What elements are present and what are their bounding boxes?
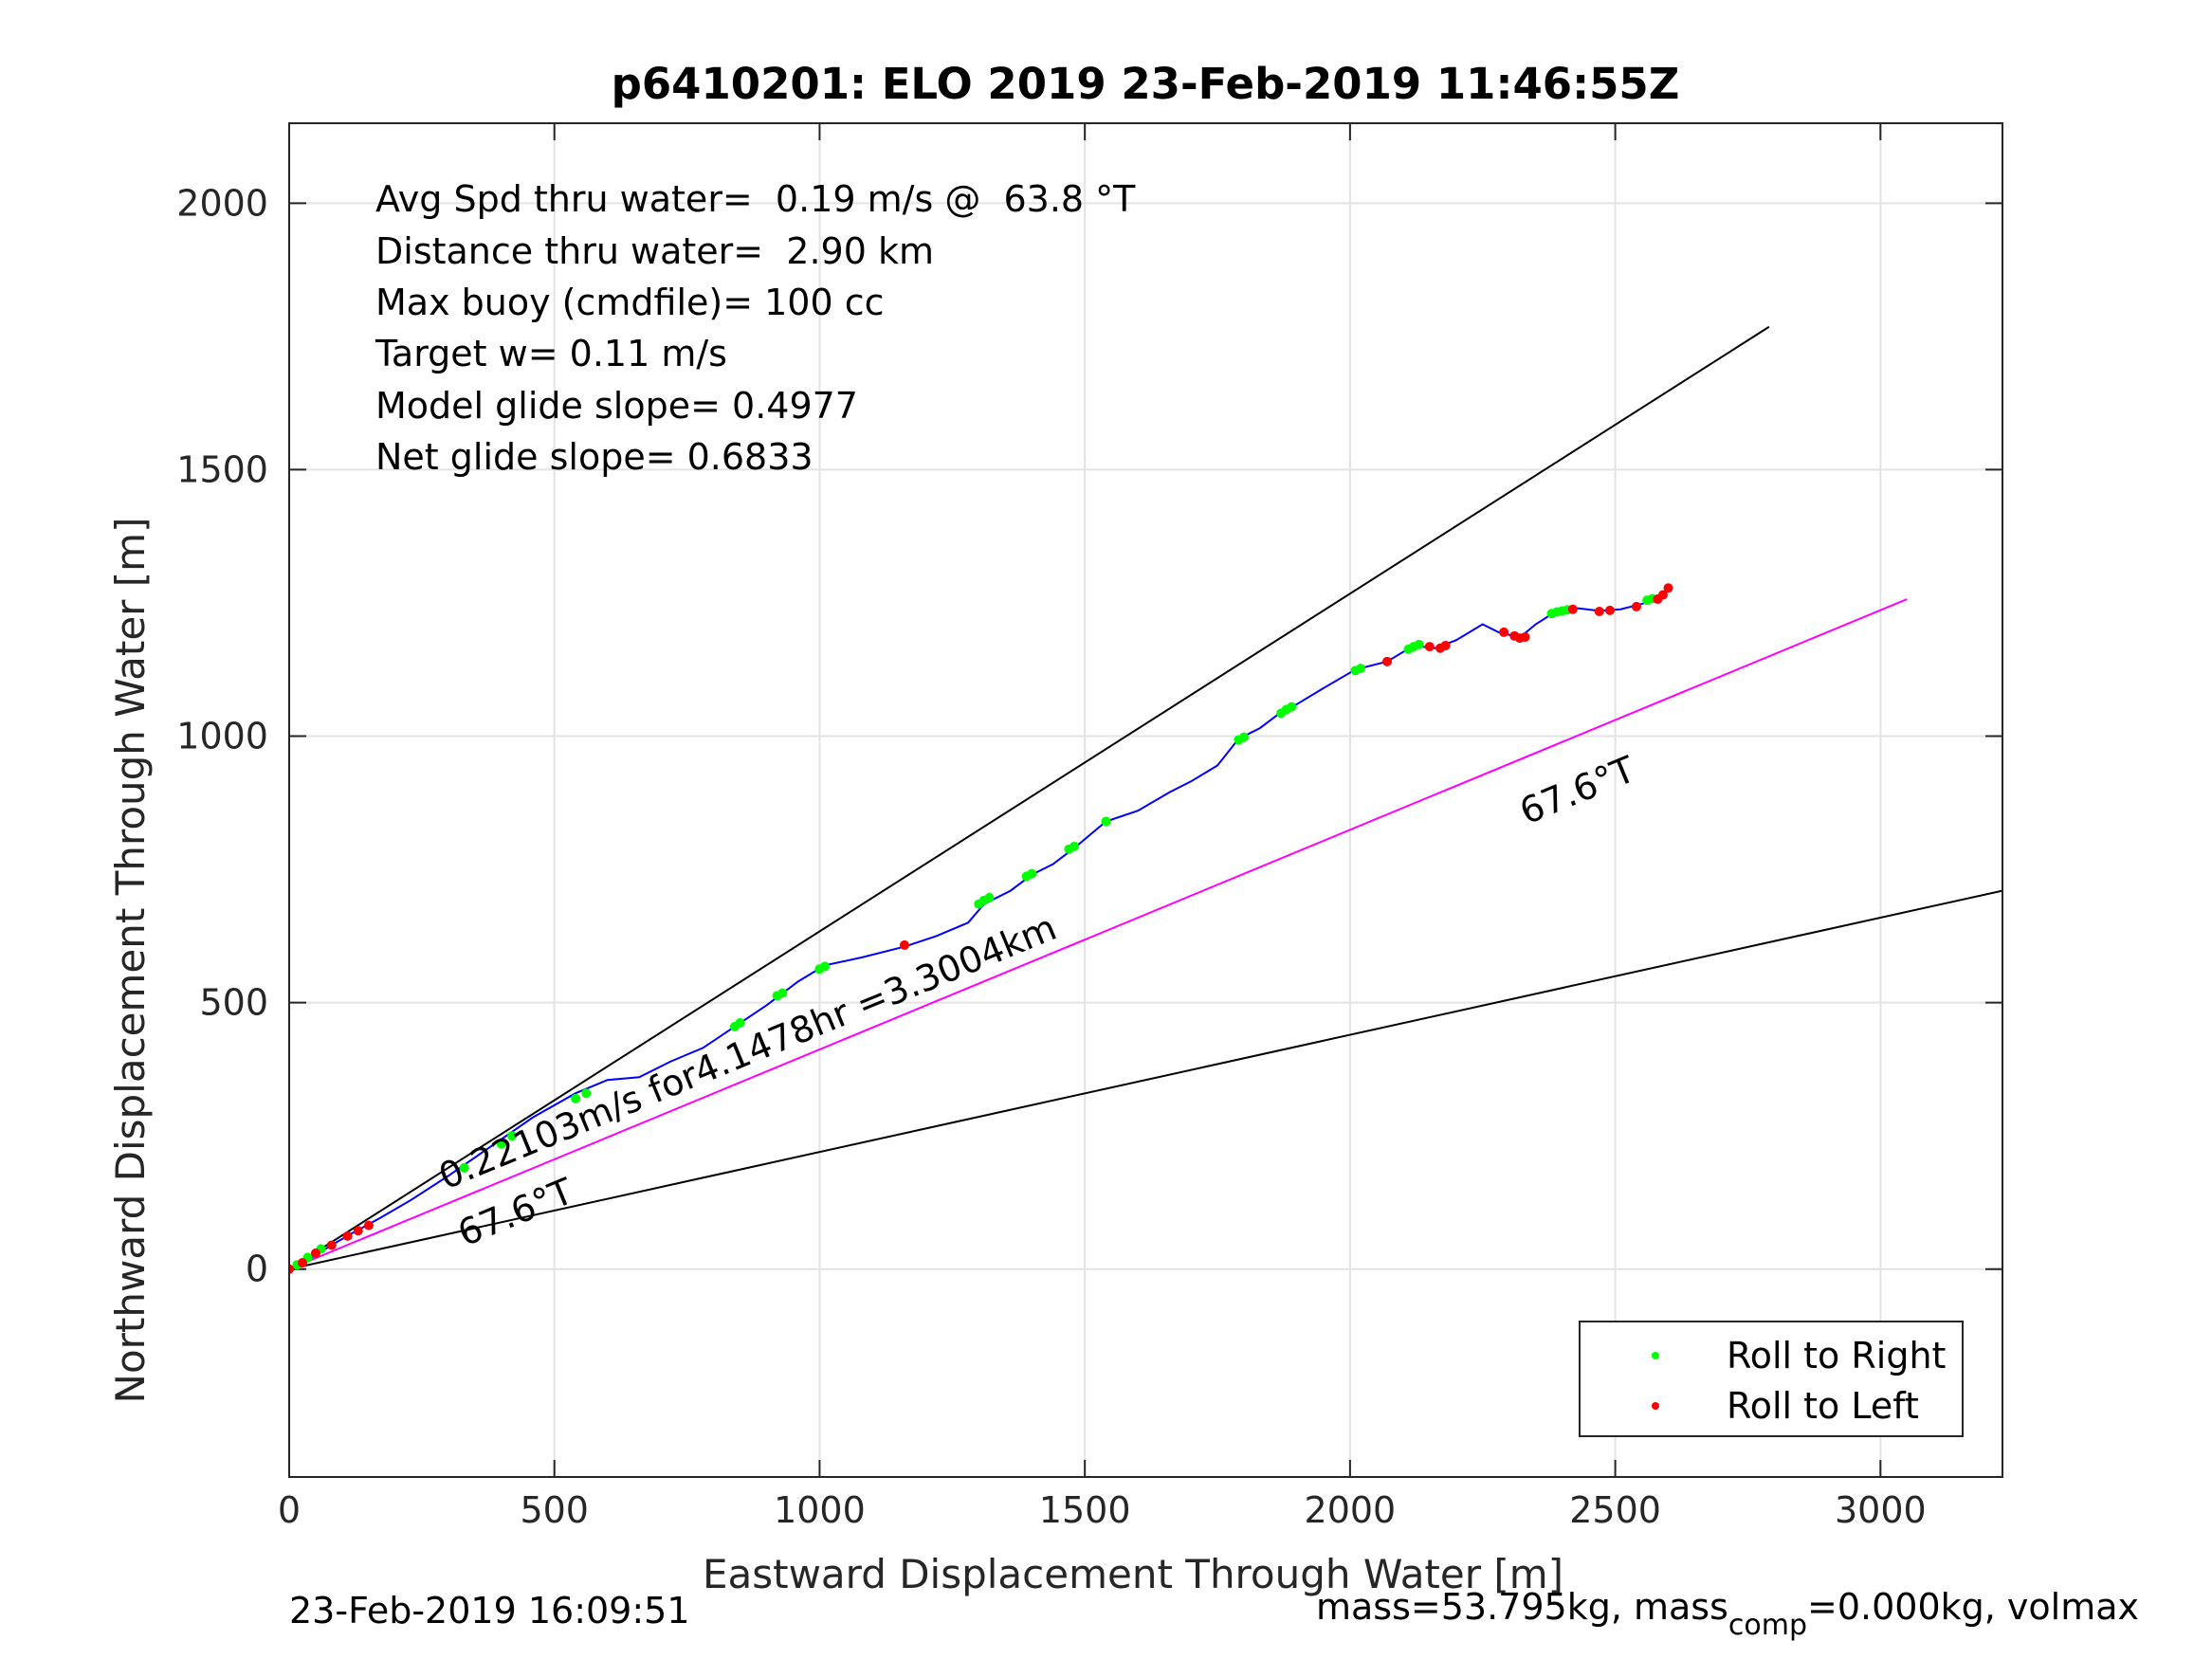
roll-right-point (984, 892, 995, 902)
annotation-target-w: Target w= 0.11 m/s (375, 333, 727, 374)
roll-left-point (1382, 656, 1393, 666)
roll-right-point (581, 1088, 592, 1099)
roll-left-point (1631, 601, 1641, 611)
annotation-distance: Distance thru water= 2.90 km (375, 230, 934, 272)
y-tick-label-1: 500 (199, 982, 268, 1024)
x-tick-label-2: 1000 (774, 1489, 866, 1531)
roll-left-point (353, 1226, 363, 1236)
footer-timestamp: 23-Feb-2019 16:09:51 (289, 1590, 690, 1632)
reference-line-lower-bound (289, 889, 2002, 1270)
roll-left-point (1657, 590, 1668, 600)
legend-box (1579, 1321, 1964, 1437)
roll-left-point (899, 939, 909, 950)
annotation-max-buoy: Max buoy (cmdfile)= 100 cc (375, 282, 885, 323)
x-tick-label-0: 0 (278, 1489, 301, 1531)
roll-left-point (1594, 606, 1604, 616)
reference-line-upper-bound (289, 325, 1770, 1270)
roll-left-point (326, 1240, 337, 1250)
roll-right-point (1287, 702, 1297, 712)
roll-left-point (363, 1220, 374, 1231)
roll-right-point (777, 988, 788, 998)
roll-left-point (310, 1248, 320, 1258)
roll-right-point (496, 1139, 506, 1149)
x-tick-label-1: 500 (520, 1489, 589, 1531)
roll-right-point (1414, 639, 1424, 649)
roll-left-point (342, 1231, 353, 1241)
roll-left-point (1605, 605, 1616, 615)
x-tick-label-3: 1500 (1039, 1489, 1131, 1531)
grid-lines (288, 123, 2002, 1477)
reference-line-heading (289, 598, 1908, 1270)
roll-right-point (506, 1131, 517, 1141)
y-axis-label: Northward Displacement Through Water [m] (107, 518, 154, 1404)
footer-mass-pre: mass=53.795kg, mass (1316, 1586, 1728, 1628)
annotation-net-glide: Net glide slope= 0.6833 (375, 436, 814, 478)
x-tick-label-6: 3000 (1835, 1489, 1927, 1531)
x-tick-labels: 0 500 1000 1500 2000 2500 3000 (278, 1489, 1927, 1531)
roll-left-markers (289, 583, 1673, 1274)
x-tick-label-5: 2500 (1569, 1489, 1661, 1531)
legend-roll-right-marker (1652, 1352, 1659, 1359)
roll-left-point (289, 1264, 294, 1274)
plot-frame (288, 122, 2003, 1478)
roll-right-point (1027, 868, 1037, 879)
roll-right-point (459, 1162, 469, 1173)
roll-right-point (571, 1093, 581, 1103)
roll-left-point (1663, 583, 1673, 593)
y-tick-label-2: 1000 (176, 716, 268, 757)
roll-right-point (735, 1018, 745, 1029)
y-tick-label-0: 0 (246, 1249, 268, 1290)
legend: Roll to Right Roll to Left (1579, 1321, 1964, 1437)
roll-left-point (1520, 631, 1530, 642)
annotation-avg-speed: Avg Spd thru water= 0.19 m/s @ 63.8 °T (375, 178, 1136, 220)
footer-mass-post: =0.000kg, volmax (1807, 1586, 2139, 1628)
footer-mass-sub: comp (1728, 1609, 1807, 1642)
footer-mass: mass=53.795kg, masscomp=0.000kg, volmax (1316, 1586, 2139, 1642)
chart-title: p6410201: ELO 2019 23-Feb-2019 11:46:55Z (612, 59, 1680, 109)
roll-left-point (1440, 640, 1451, 650)
roll-right-point (820, 961, 831, 972)
roll-right-point (1069, 841, 1079, 851)
plot-area (289, 123, 2002, 1477)
reference-lines (289, 325, 2002, 1270)
annotation-model-glide: Model glide slope= 0.4977 (375, 385, 858, 427)
y-tick-label-4: 2000 (176, 182, 268, 224)
legend-roll-right-label: Roll to Right (1727, 1335, 1946, 1376)
annotation-block: Avg Spd thru water= 0.19 m/s @ 63.8 °T D… (375, 178, 1136, 478)
y-tick-labels: 0 500 1000 1500 2000 (176, 182, 268, 1289)
roll-right-point (1101, 816, 1111, 827)
x-tick-label-4: 2000 (1305, 1489, 1397, 1531)
roll-left-point (1424, 642, 1435, 652)
legend-roll-left-label: Roll to Left (1727, 1385, 1919, 1427)
legend-roll-left-marker (1652, 1402, 1659, 1410)
y-tick-label-3: 1500 (176, 448, 268, 490)
roll-left-point (297, 1257, 307, 1267)
roll-right-point (1356, 664, 1366, 674)
roll-left-point (1567, 604, 1578, 614)
roll-left-point (1499, 627, 1509, 637)
x-axis-label: Eastward Displacement Through Water [m] (703, 1551, 1563, 1597)
roll-right-point (1238, 732, 1249, 742)
